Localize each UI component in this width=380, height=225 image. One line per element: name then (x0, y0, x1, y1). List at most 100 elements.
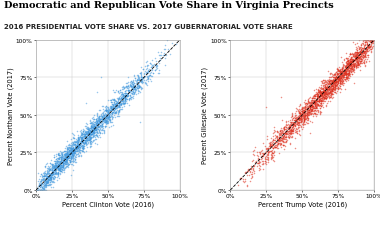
Point (58, 158, 64, 161)
Point (61, 160, 67, 163)
Point (71, 151, 77, 154)
Point (97, 131, 103, 135)
Point (281, 143, 287, 147)
Point (317, 98, 323, 101)
Point (62, 149, 68, 153)
Point (296, 121, 302, 124)
Point (347, 60, 353, 63)
Point (333, 83, 339, 87)
Point (347, 63, 353, 67)
Point (98, 76, 104, 80)
Point (344, 70, 350, 73)
Point (339, 67, 345, 71)
Point (285, 126, 291, 130)
Point (145, 70, 151, 73)
Point (331, 91, 337, 94)
Point (64, 164, 70, 168)
Point (108, 116, 114, 120)
Point (305, 100, 311, 103)
Point (370, 40, 376, 44)
Point (92, 126, 98, 130)
Point (334, 83, 340, 87)
Point (289, 115, 295, 118)
Point (173, 43, 179, 47)
Point (368, 39, 374, 43)
Point (308, 109, 314, 112)
Point (322, 93, 328, 96)
Point (331, 89, 337, 93)
Point (96, 121, 102, 125)
Point (49, 164, 55, 168)
Point (59, 161, 65, 164)
Point (256, 151, 262, 154)
Point (264, 148, 271, 151)
Point (38, 187, 44, 191)
Point (59, 168, 65, 171)
Point (361, 52, 367, 55)
Point (323, 97, 329, 101)
Point (318, 111, 324, 115)
Point (321, 100, 328, 104)
Point (62, 154, 68, 158)
Point (359, 47, 365, 51)
Point (68, 148, 74, 152)
Point (119, 96, 125, 100)
Point (296, 129, 302, 133)
Point (342, 70, 348, 74)
Point (297, 123, 303, 127)
Point (72, 151, 78, 154)
Point (147, 62, 153, 65)
Point (282, 126, 288, 129)
Point (331, 79, 337, 83)
Point (152, 60, 158, 63)
Point (354, 53, 360, 56)
Point (105, 108, 111, 111)
Point (275, 142, 281, 145)
Point (274, 144, 280, 148)
Point (155, 72, 161, 75)
Point (280, 137, 286, 140)
Point (291, 123, 298, 126)
Point (326, 93, 332, 97)
Point (323, 83, 329, 87)
Point (45, 168, 51, 171)
Point (356, 48, 362, 52)
Point (263, 151, 269, 154)
Point (95, 116, 101, 120)
Point (316, 90, 322, 94)
Point (274, 146, 280, 150)
Point (109, 111, 115, 114)
Point (100, 111, 106, 115)
Point (54, 165, 60, 169)
Point (343, 74, 349, 78)
Point (325, 91, 331, 94)
Point (87, 142, 93, 146)
Point (260, 153, 266, 157)
Point (364, 45, 370, 49)
Point (43, 176, 49, 180)
Point (337, 56, 344, 59)
Point (95, 118, 101, 122)
Point (86, 136, 92, 140)
Point (79, 131, 85, 135)
Point (104, 120, 110, 124)
Point (135, 78, 141, 82)
Point (63, 155, 69, 158)
Point (120, 101, 126, 104)
Point (49, 180, 55, 183)
Point (272, 146, 278, 149)
Point (358, 51, 364, 55)
Point (352, 58, 358, 62)
Point (86, 129, 92, 133)
Point (95, 125, 101, 129)
Point (48, 178, 54, 182)
Point (354, 49, 360, 52)
Point (276, 139, 282, 143)
Point (49, 169, 55, 173)
Point (55, 159, 62, 163)
Point (99, 118, 105, 121)
Point (281, 134, 287, 137)
Point (62, 158, 68, 162)
Point (97, 120, 103, 124)
Point (47, 176, 53, 180)
